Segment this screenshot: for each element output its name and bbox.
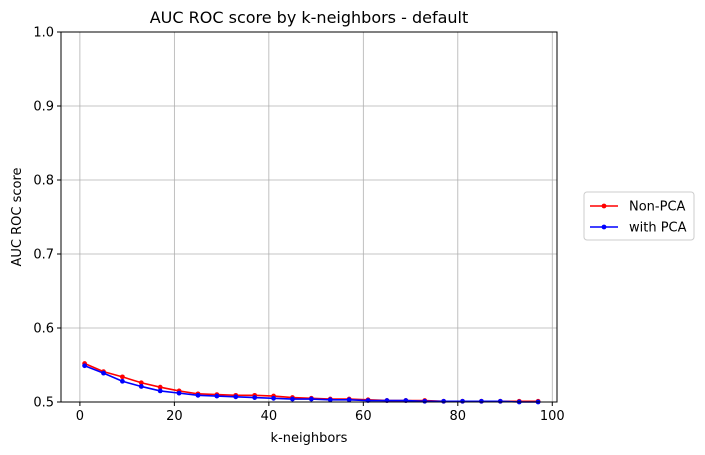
data-point: [460, 398, 465, 404]
data-point: [422, 398, 428, 404]
data-point: [271, 395, 276, 401]
series-layer: [82, 361, 541, 405]
legend-label: with PCA: [629, 221, 687, 236]
data-point: [176, 390, 182, 396]
data-point: [346, 397, 352, 403]
chart-title: AUC ROC score by k-neighbors - default: [150, 8, 469, 27]
data-point: [327, 397, 333, 403]
data-point: [252, 395, 258, 400]
y-tick-label: 0.5: [33, 396, 54, 411]
data-point: [497, 398, 503, 404]
data-point: [214, 393, 220, 399]
data-point: [101, 370, 106, 376]
legend-entry: with PCA: [590, 221, 687, 236]
y-tick-label: 0.6: [33, 322, 54, 337]
data-point: [290, 396, 295, 402]
x-tick-label: 40: [261, 409, 278, 424]
x-tick-label: 0: [76, 409, 84, 424]
data-point: [138, 384, 144, 389]
x-axis-label: k-neighbors: [271, 431, 348, 446]
x-tick-label: 80: [450, 409, 467, 424]
legend-label: Non-PCA: [629, 200, 686, 215]
data-point: [479, 398, 484, 404]
y-tick-label: 0.8: [33, 174, 54, 189]
data-point: [233, 394, 239, 400]
data-point: [308, 396, 314, 402]
legend-marker: [601, 203, 607, 209]
data-point: [441, 398, 447, 404]
x-tick-label: 20: [166, 409, 183, 424]
y-tick-label: 0.7: [33, 248, 54, 263]
data-point: [120, 374, 125, 380]
data-point: [138, 380, 144, 386]
legend-marker: [601, 224, 607, 230]
y-axis-label: AUC ROC score: [10, 167, 25, 266]
x-tick-label: 60: [355, 409, 372, 424]
y-tick-label: 0.9: [33, 100, 54, 115]
y-tick-label: 1.0: [33, 26, 54, 41]
legend: Non-PCA with PCA: [583, 191, 695, 241]
x-tick-label: 100: [540, 409, 565, 424]
ticks: 0 20 40 60 80 100 0.5 0.6 0.7 0.8 0.9 1.0: [33, 26, 564, 425]
data-point: [82, 363, 88, 369]
data-point: [195, 392, 201, 398]
plot-frame: [60, 31, 558, 403]
legend-box: [583, 191, 695, 241]
data-point: [157, 388, 163, 394]
legend-entry: Non-PCA: [590, 200, 686, 215]
grid: [61, 31, 557, 403]
data-point: [157, 384, 163, 390]
data-point: [120, 378, 125, 384]
